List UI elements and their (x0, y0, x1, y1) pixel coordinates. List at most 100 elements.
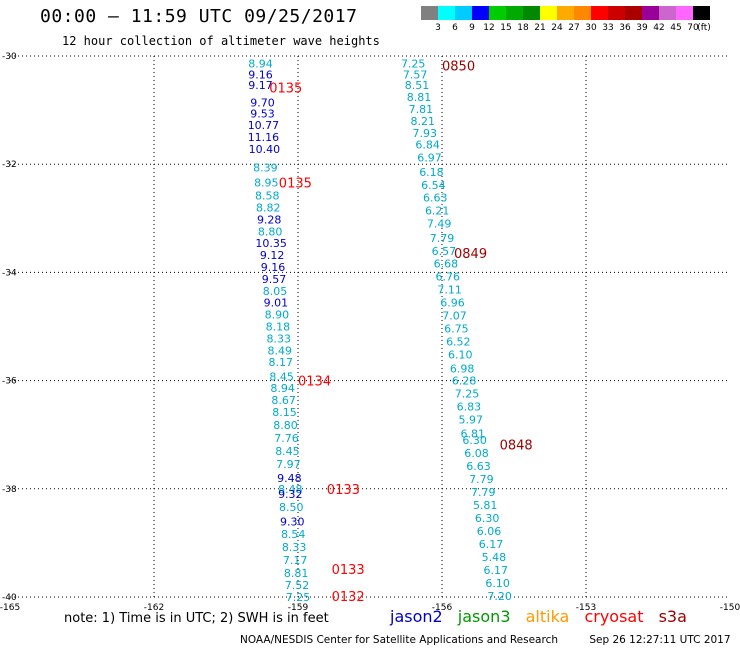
wave-height-point: 8.33 (267, 332, 292, 345)
satellite-legend: jason2 jason3 altika cryosat s3a (390, 607, 697, 626)
color-scale-label: 30 (585, 23, 597, 33)
wave-height-point: 8.45 (275, 445, 300, 458)
wave-height-point: 11.16 (248, 131, 280, 144)
wave-height-point: 7.20 (487, 590, 512, 603)
wave-height-point: 6.54 (421, 179, 446, 192)
pass-time-label: 0850 (442, 60, 475, 75)
x-tick-label: -150 (720, 603, 740, 613)
pass-time-label: 0133 (332, 563, 365, 578)
x-tick-label: -153 (576, 603, 596, 613)
wave-height-point: 8.50 (279, 501, 304, 514)
color-swatch (642, 6, 659, 20)
wave-height-point: 6.08 (464, 447, 489, 460)
pass-time-label: 0133 (327, 483, 360, 498)
color-scale-label: 9 (469, 23, 475, 33)
color-swatch (591, 6, 608, 20)
wave-height-point: 7.17 (283, 554, 308, 567)
legend-cryosat: cryosat (584, 607, 644, 626)
footer-timestamp: Sep 26 12:27:11 UTC 2017 (589, 634, 731, 646)
wave-height-point: 6.10 (448, 349, 473, 362)
wave-height-point: 8.58 (255, 190, 280, 203)
color-scale-label: 33 (602, 23, 614, 33)
wave-height-point: 9.30 (280, 515, 305, 528)
wave-height-point: 8.54 (281, 528, 306, 541)
wave-height-point: 5.97 (459, 414, 484, 427)
wave-height-point: 8.81 (284, 567, 309, 580)
wave-height-point: 7.79 (430, 232, 455, 245)
pass-time-labels: 0850 0135 0135 0849 0134 0848 0133 0133 0132 (269, 60, 532, 605)
wave-height-point: 7.57 (403, 68, 428, 81)
wave-height-point: 7.25 (401, 58, 426, 71)
chart-subtitle: 12 hour collection of altimeter wave hei… (62, 34, 380, 48)
wave-height-point: 8.39 (253, 161, 278, 174)
color-scale-label: 6 (452, 23, 458, 33)
wave-height-point: 6.28 (452, 375, 477, 388)
wave-height-point: 7.76 (274, 432, 299, 445)
units-note: note: 1) Time is in UTC; 2) SWH is in fe… (64, 611, 329, 626)
color-scale-label: 45 (670, 23, 682, 33)
color-scale-unit: (ft) (697, 23, 711, 33)
color-scale-label: 18 (517, 23, 529, 33)
legend-jason3: jason3 (457, 607, 511, 626)
wave-height-point: 7.52 (285, 579, 310, 592)
y-tick-label: -40 (2, 593, 17, 603)
wave-height-point: 6.21 (425, 205, 450, 218)
wave-height-point: 8.49 (268, 344, 293, 357)
color-swatch (659, 6, 676, 20)
wave-height-point: 7.25 (455, 388, 480, 401)
grid-lines (10, 55, 730, 598)
wave-height-point: 6.17 (484, 564, 509, 577)
color-swatch (574, 6, 591, 20)
wave-height-point: 6.30 (462, 434, 487, 447)
wave-height-point: 9.16 (248, 68, 273, 81)
legend-altika: altika (525, 607, 570, 626)
wave-height-point: 6.17 (479, 538, 504, 551)
footer-credit: NOAA/NESDIS Center for Satellite Applica… (240, 634, 558, 646)
color-swatch (438, 6, 455, 20)
color-swatch (693, 6, 710, 20)
wave-height-point: 8.67 (271, 394, 296, 407)
wave-height-point: 8.33 (282, 541, 307, 554)
wave-height-point: 6.63 (423, 192, 448, 205)
wave-height-point: 8.05 (263, 285, 288, 298)
wave-height-point: 6.81 (460, 428, 485, 441)
wave-height-point: 6.30 (475, 512, 500, 525)
wave-height-point: 10.35 (255, 237, 287, 250)
wave-height-point: 9.70 (250, 97, 275, 110)
wave-height-point: 7.11 (437, 284, 462, 297)
wave-height-point: 6.84 (415, 139, 440, 152)
wave-height-point: 10.40 (249, 143, 281, 156)
wave-height-point: 8.82 (256, 201, 281, 214)
color-swatch (625, 6, 642, 20)
wave-height-point: 9.32 (278, 488, 303, 501)
color-swatch (455, 6, 472, 20)
footer: NOAA/NESDIS Center for Satellite Applica… (240, 634, 731, 646)
wave-height-point: 8.18 (266, 321, 291, 334)
color-scale-label: 3 (435, 23, 441, 33)
wave-height-point: 6.57 (432, 245, 457, 258)
wave-height-point: 8.45 (269, 370, 294, 383)
color-swatch (472, 6, 489, 20)
wave-height-values: 8.949.169.179.709.5310.7711.1610.408.398… (248, 58, 512, 604)
wave-height-point: 8.15 (272, 406, 297, 419)
pass-time-label: 0135 (279, 177, 312, 192)
wave-height-point: 8.80 (273, 419, 298, 432)
wave-height-point: 6.98 (450, 363, 475, 376)
wave-height-point: 8.94 (248, 58, 273, 71)
wave-height-point: 10.77 (248, 119, 280, 132)
wave-height-point: 8.95 (254, 177, 279, 190)
chart-title: 00:00 – 11:59 UTC 09/25/2017 (40, 6, 358, 27)
wave-height-point: 9.53 (250, 107, 275, 120)
color-swatch (676, 6, 693, 20)
wave-height-point: 6.76 (436, 271, 461, 284)
wave-height-point: 6.10 (485, 577, 510, 590)
wave-height-point: 7.97 (276, 458, 301, 471)
legend-s3a: s3a (658, 607, 687, 626)
wave-height-point: 6.68 (434, 258, 459, 271)
color-swatch (421, 6, 438, 20)
pass-time-label: 0135 (269, 81, 302, 96)
wave-height-point: 8.94 (270, 382, 295, 395)
pass-time-label: 0848 (500, 438, 533, 453)
wave-height-point: 6.63 (466, 460, 491, 473)
wave-height-point: 6.52 (446, 336, 471, 349)
